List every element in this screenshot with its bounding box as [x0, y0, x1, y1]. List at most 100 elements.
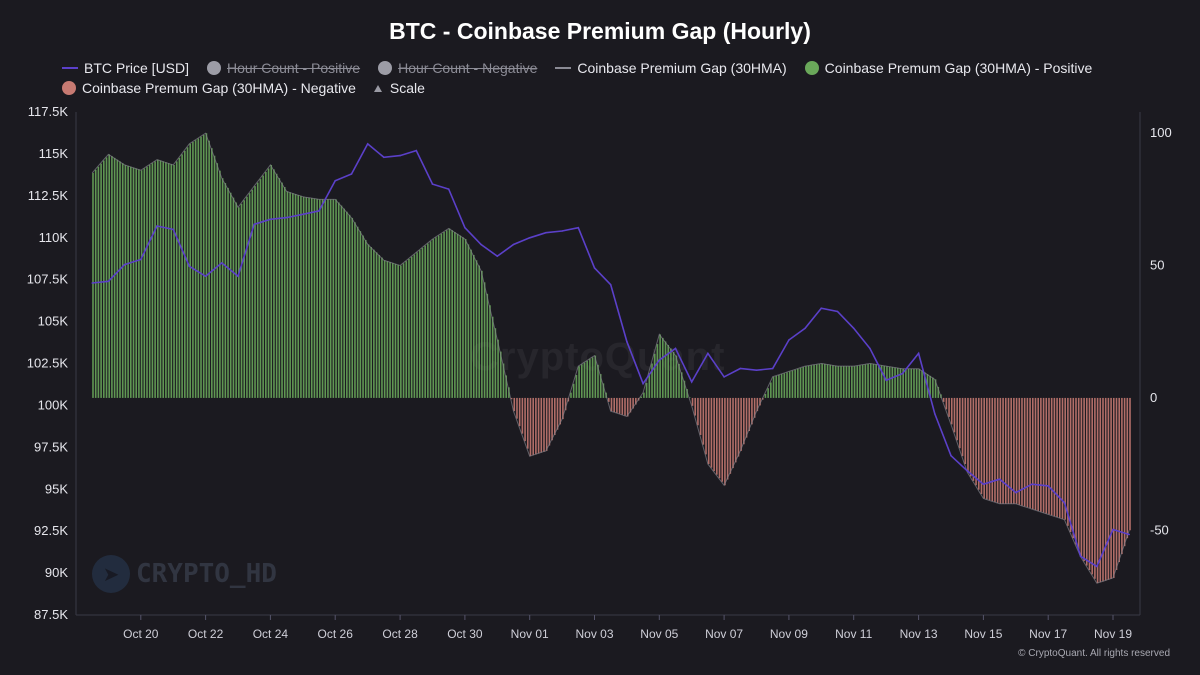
- premium-gap-bar-positive: [494, 328, 497, 398]
- premium-gap-bar-negative: [991, 397, 994, 502]
- chart-title: BTC - Coinbase Premium Gap (Hourly): [389, 18, 811, 44]
- y-right-tick-label: 50: [1150, 258, 1164, 273]
- btc-price-point: [577, 226, 580, 229]
- premium-gap-bar-positive: [905, 368, 907, 398]
- legend-item-hour-count-negative[interactable]: Hour Count - Negative: [378, 58, 537, 78]
- crypto-hd-watermark: ➤ CRYPTO_HD: [92, 555, 277, 593]
- premium-gap-bar-positive: [275, 173, 278, 398]
- premium-gap-bar-positive: [791, 370, 794, 398]
- premium-gap-bar-positive: [308, 197, 310, 398]
- x-tick-label: Oct 24: [253, 627, 289, 641]
- legend-item-premium-gap[interactable]: Coinbase Premium Gap (30HMA): [555, 58, 787, 78]
- premium-gap-bar-negative: [629, 397, 632, 413]
- btc-price-point: [1063, 501, 1066, 504]
- btc-price-point: [123, 263, 126, 266]
- premium-gap-bar-positive: [853, 366, 856, 398]
- legend-item-scale[interactable]: Scale: [373, 78, 425, 98]
- premium-gap-bar-positive: [783, 373, 786, 398]
- x-tick-label: Nov 07: [705, 627, 743, 641]
- premium-gap-bar-positive: [294, 194, 297, 398]
- premium-gap-bar-positive: [878, 364, 880, 398]
- y-left-tick-label: 117.5K: [28, 104, 69, 119]
- legend-label: Hour Count - Positive: [227, 60, 361, 76]
- premium-gap-bar-negative: [753, 397, 756, 418]
- premium-gap-bar-positive: [840, 366, 842, 398]
- premium-gap-bar-negative: [608, 397, 610, 402]
- legend-item-btc-price[interactable]: BTC Price [USD]: [62, 58, 189, 78]
- premium-gap-bar-positive: [119, 161, 121, 398]
- premium-gap-bar-negative: [616, 397, 618, 413]
- premium-gap-bar-positive: [915, 368, 918, 398]
- premium-gap-bar-negative: [564, 397, 567, 411]
- btc-price-point: [1031, 483, 1033, 486]
- premium-gap-bar-positive: [364, 239, 367, 398]
- premium-gap-bar-negative: [729, 397, 732, 474]
- premium-gap-bar-positive: [146, 166, 148, 398]
- premium-gap-bar-positive: [283, 187, 286, 398]
- premium-gap-bar-positive: [678, 363, 680, 398]
- btc-price-point: [1096, 565, 1098, 568]
- premium-gap-bar-negative: [1107, 397, 1110, 580]
- premium-gap-bar-positive: [891, 367, 894, 398]
- premium-gap-bar-positive: [481, 270, 483, 398]
- y-left-tick-label: 87.5K: [34, 607, 68, 622]
- premium-gap-bar-positive: [427, 243, 429, 398]
- premium-gap-bar-positive: [224, 183, 227, 398]
- premium-gap-bar-negative: [964, 397, 967, 465]
- premium-gap-bar-positive: [443, 232, 445, 398]
- premium-gap-bar-positive: [670, 348, 672, 398]
- premium-gap-bar-positive: [402, 263, 405, 398]
- premium-gap-bar-negative: [532, 397, 534, 456]
- premium-gap-bar-positive: [256, 182, 259, 398]
- axes: 117.5K 115K 112.5K 110K 107.5K 105K 102.5K 100K…: [27, 104, 1172, 641]
- premium-gap-bar-positive: [173, 164, 175, 398]
- premium-gap-bar-positive: [386, 261, 389, 398]
- premium-gap-bar-positive: [202, 134, 205, 398]
- premium-gap-bar-positive: [805, 366, 807, 398]
- premium-gap-bar-positive: [675, 355, 678, 398]
- premium-gap-bar-positive: [289, 192, 291, 398]
- btc-price-point: [739, 367, 742, 370]
- dot-swatch-icon: [207, 61, 222, 75]
- premium-gap-bar-negative: [967, 397, 969, 473]
- btc-price-point: [366, 143, 369, 145]
- premium-gap-bar-negative: [734, 397, 737, 463]
- premium-gap-bar-positive: [929, 375, 931, 398]
- premium-gap-bar-positive: [770, 382, 772, 398]
- premium-gap-bar-negative: [1129, 397, 1131, 531]
- premium-gap-bar-positive: [775, 375, 778, 398]
- premium-gap-bar-positive: [240, 203, 243, 398]
- premium-gap-bar-positive: [108, 154, 111, 398]
- premium-gap-bar-positive: [175, 161, 178, 398]
- premium-gap-bar-positive: [254, 186, 256, 398]
- dot-swatch-icon: [62, 81, 76, 95]
- premium-gap-bar-positive: [570, 392, 572, 398]
- premium-gap-bar-negative: [1061, 397, 1064, 519]
- premium-gap-bar-positive: [824, 363, 826, 398]
- premium-gap-bar-negative: [726, 397, 729, 480]
- premium-gap-bar-positive: [662, 337, 664, 398]
- premium-gap-bar-positive: [802, 367, 805, 398]
- premium-gap-bar-negative: [702, 397, 705, 445]
- premium-gap-bar-positive: [575, 374, 578, 398]
- premium-gap-bar-positive: [851, 366, 853, 398]
- legend-item-premium-gap-positive[interactable]: Coinbase Premum Gap (30HMA) - Positive: [804, 58, 1092, 78]
- premium-gap-bar-positive: [794, 369, 796, 398]
- x-tick-label: Nov 19: [1094, 627, 1132, 641]
- premium-gap-bar-negative: [1064, 397, 1066, 520]
- legend-item-hour-count-positive[interactable]: Hour Count - Positive: [207, 58, 360, 78]
- premium-gap-bar-positive: [154, 161, 156, 398]
- premium-gap-bar-positive: [829, 364, 832, 398]
- premium-gap-bar-positive: [845, 366, 848, 398]
- legend-item-premium-gap-negative[interactable]: Coinbase Premum Gap (30HMA) - Negative: [62, 78, 356, 98]
- premium-gap-bar-positive: [127, 165, 129, 398]
- premium-gap-bar-positive: [896, 367, 899, 398]
- x-tick-label: Oct 26: [318, 627, 354, 641]
- premium-gap-bar-positive: [445, 230, 448, 398]
- btc-price-point: [496, 255, 499, 257]
- btc-price-point: [350, 173, 353, 175]
- premium-gap-bar-positive: [429, 241, 432, 398]
- premium-gap-bar-positive: [861, 364, 864, 398]
- premium-gap-bar-negative: [1112, 397, 1115, 578]
- btc-price-point: [885, 379, 887, 382]
